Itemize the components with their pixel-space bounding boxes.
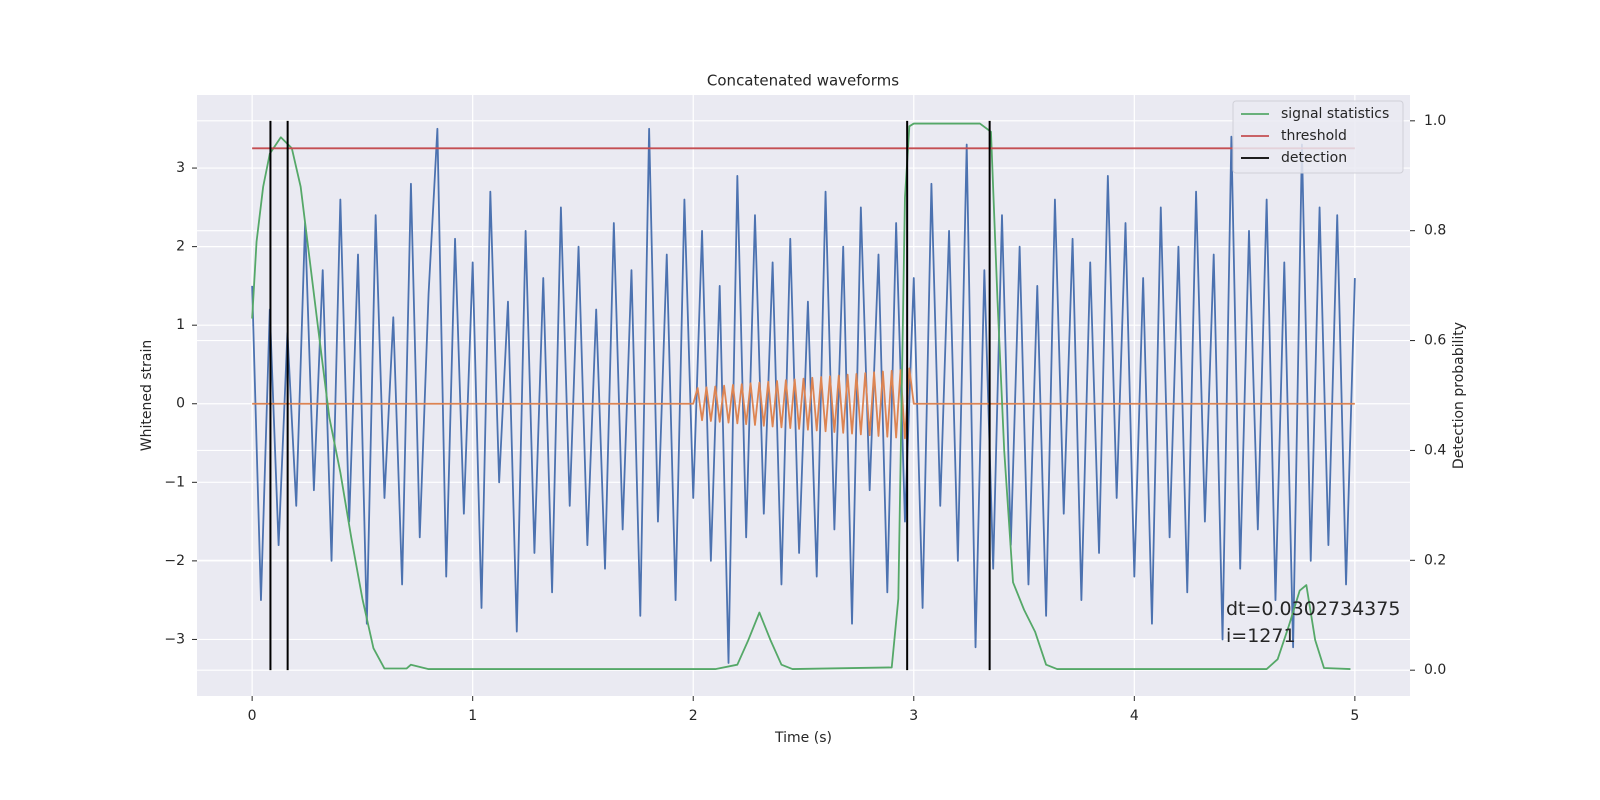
legend-box	[1232, 100, 1404, 174]
y2-tick-label: 1.0	[1424, 113, 1446, 129]
legend-label: threshold	[1281, 128, 1347, 144]
x-tick-label: 2	[689, 708, 698, 724]
y-tick-label: 2	[176, 239, 185, 255]
y2-axis-label: Detection probability	[1451, 322, 1467, 469]
series-line	[252, 367, 1355, 440]
annotation: i=1271	[1226, 625, 1296, 647]
x-tick-label: 4	[1130, 708, 1139, 724]
x-tick-label: 1	[468, 708, 477, 724]
y-tick-label: 0	[176, 396, 185, 412]
series-line	[251, 122, 1351, 670]
x-tick-label: 3	[909, 708, 918, 724]
y-axis-label: Whitened strain	[139, 340, 155, 451]
x-tick-label: 0	[248, 708, 257, 724]
series-line	[251, 127, 1356, 664]
y2-tick-label: 0.0	[1424, 662, 1446, 678]
y-tick-label: 3	[176, 160, 185, 176]
y2-tick-label: 0.6	[1424, 333, 1446, 349]
y2-tick-label: 0.2	[1424, 552, 1446, 568]
y-tick-label: −3	[164, 631, 185, 647]
chart-title: Concatenated waveforms	[707, 72, 899, 90]
plot-background	[197, 95, 1410, 696]
y2-tick-label: 0.4	[1424, 442, 1446, 458]
annotation: dt=0.0302734375	[1226, 598, 1400, 620]
x-tick-label: 5	[1350, 708, 1359, 724]
y-tick-label: −2	[164, 553, 185, 569]
legend-label: signal statistics	[1281, 106, 1389, 122]
x-axis-label: Time (s)	[774, 730, 832, 746]
legend-label: detection	[1281, 150, 1347, 166]
y2-tick-label: 0.8	[1424, 223, 1446, 239]
y-tick-label: −1	[164, 474, 185, 490]
y-tick-label: 1	[176, 317, 185, 333]
